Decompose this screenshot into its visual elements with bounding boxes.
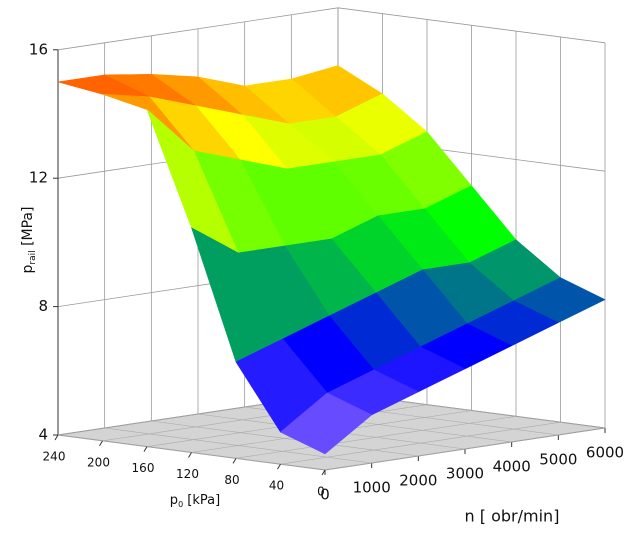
y-floor-grid-line xyxy=(235,416,517,459)
x-tick-label: 3000 xyxy=(446,465,484,483)
z-axis-label: prail [MPa] xyxy=(20,207,38,274)
x-tick-label: 4000 xyxy=(493,458,531,476)
surface-cell xyxy=(280,392,373,455)
y-tick xyxy=(321,469,326,476)
y-tick xyxy=(277,463,281,470)
z-tick-label: 8 xyxy=(38,297,48,315)
x-tick-label: 1000 xyxy=(353,479,391,497)
y-label-sub: 0 xyxy=(178,500,183,509)
tick-labels: 0 1000 2000 3000 4000 5000 6000 240 200 160 120 80 4… xyxy=(29,40,624,503)
y-tick-label: 120 xyxy=(176,467,199,481)
y-floor-grid-line xyxy=(280,421,561,465)
x-tick-label: 0 xyxy=(320,486,330,504)
x-tick-label: 5000 xyxy=(539,451,577,469)
y-floor-grid-line xyxy=(324,427,606,471)
y-tick-label: 80 xyxy=(224,473,239,487)
y-tick-label: 0 xyxy=(317,485,325,499)
surface xyxy=(57,65,606,455)
z-tick-label: 4 xyxy=(38,426,48,444)
z-tick-label: 16 xyxy=(29,40,48,58)
y-tick-label: 240 xyxy=(43,450,66,464)
y-tick xyxy=(99,440,103,447)
z-tick-label: 12 xyxy=(29,169,48,187)
z-label-main: p xyxy=(20,264,36,273)
x-tick-label: 2000 xyxy=(399,472,437,490)
y-tick-label: 160 xyxy=(132,461,155,475)
z-label-sub: rail xyxy=(28,250,38,264)
y-axis-label: p0 [kPa] xyxy=(170,493,220,509)
y-label-unit: [kPa] xyxy=(183,493,220,508)
y-tick xyxy=(143,446,148,452)
y-tick xyxy=(54,434,59,441)
y-label-main: p xyxy=(170,493,178,508)
y-tick xyxy=(188,452,192,458)
y-tick-label: 40 xyxy=(269,479,284,493)
y-tick xyxy=(232,458,237,464)
y-tick-label: 200 xyxy=(87,455,110,469)
x-tick-label: 6000 xyxy=(586,444,624,462)
x-axis-label: n [ obr/min] xyxy=(465,507,560,526)
z-label-unit: [MPa] xyxy=(20,207,36,251)
